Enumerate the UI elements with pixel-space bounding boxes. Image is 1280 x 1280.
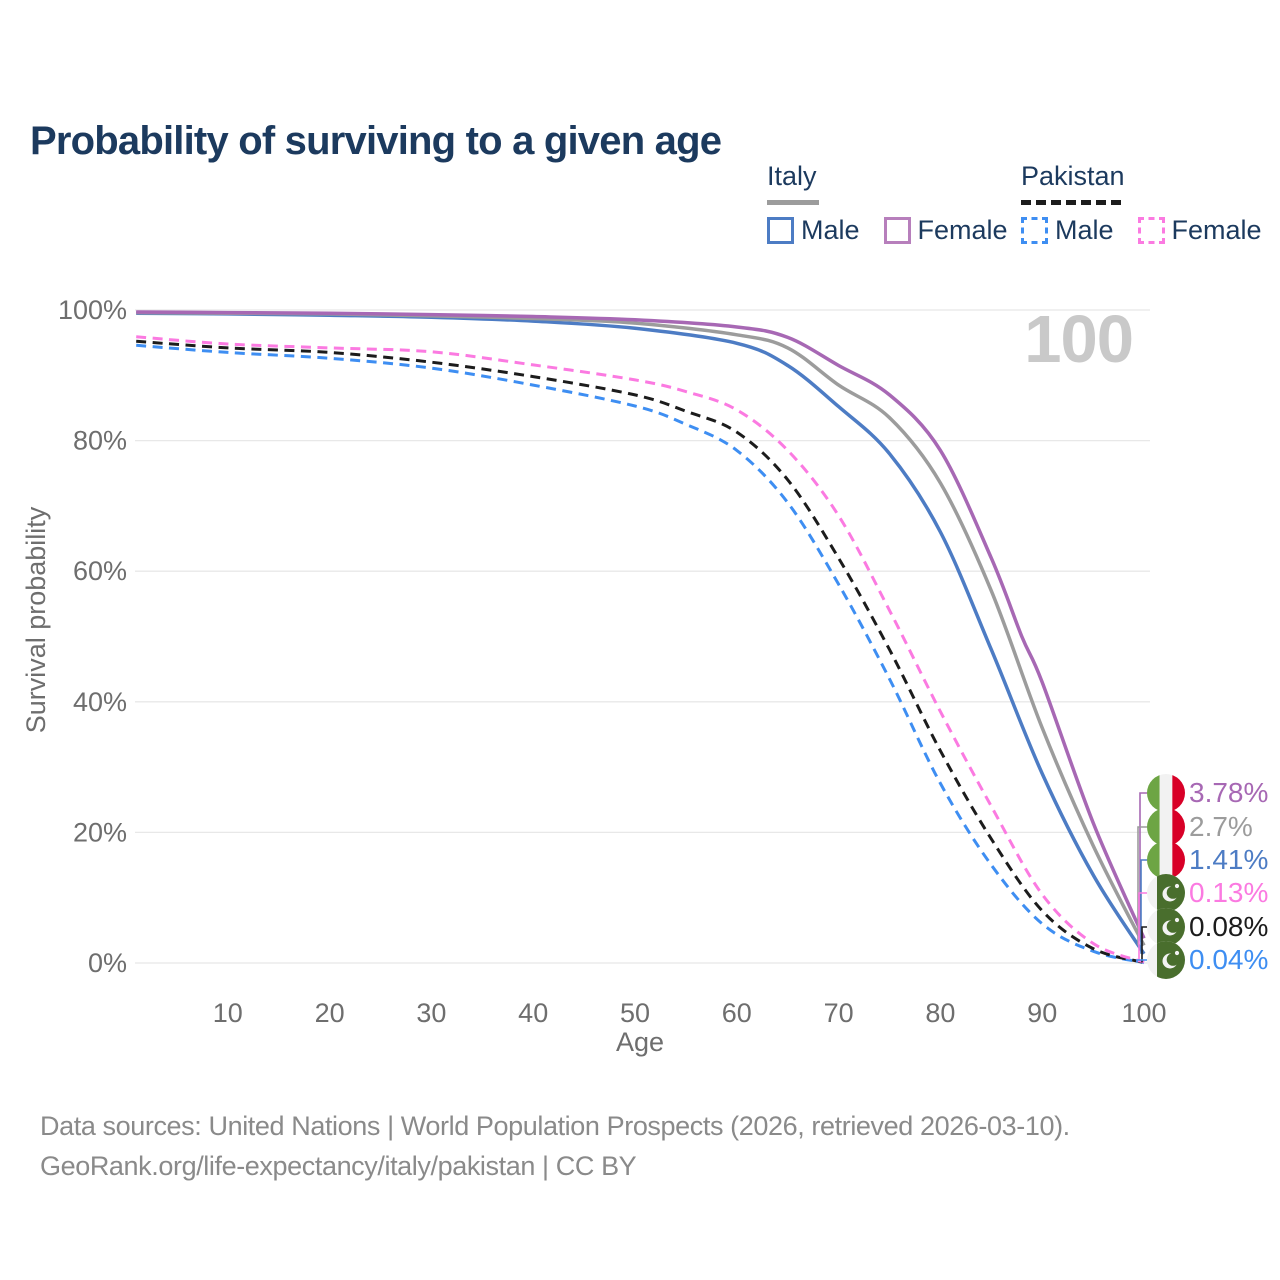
age-counter-watermark: 100 xyxy=(1024,302,1134,377)
legend-label: Male xyxy=(1055,215,1114,245)
end-label-italy-female: 3.78% xyxy=(1139,774,1268,939)
x-axis-tick-label: 40 xyxy=(518,998,548,1028)
source-attribution: Data sources: United Nations | World Pop… xyxy=(40,1106,1240,1186)
x-axis-tick-label: 30 xyxy=(416,998,446,1028)
series-line-italy-male[interactable] xyxy=(136,311,1146,955)
legend-label: Female xyxy=(1171,215,1262,245)
pakistan-male-swatch-icon xyxy=(1021,217,1048,244)
y-axis-tick-label: 0% xyxy=(88,948,127,978)
x-axis-tick-label: 90 xyxy=(1027,998,1057,1028)
series-line-pakistan-male[interactable] xyxy=(136,343,1145,965)
x-axis-tick-label: 70 xyxy=(824,998,854,1028)
series-line-italy-female[interactable] xyxy=(136,310,1146,940)
x-axis-tick-label: 50 xyxy=(620,998,650,1028)
y-axis-tick-label: 100% xyxy=(58,295,127,325)
legend-title-italy: Italy xyxy=(767,161,817,191)
page-title: Probability of surviving to a given age xyxy=(30,118,722,163)
legend-item-pakistan-male[interactable]: Male xyxy=(1021,215,1114,246)
end-label-pakistan-both-sexes: 0.08% xyxy=(1141,908,1268,963)
leader-line xyxy=(1139,792,1147,939)
leader-line xyxy=(1138,892,1147,963)
x-axis-title: Age xyxy=(616,1027,664,1057)
x-axis-tick-label: 10 xyxy=(213,998,243,1028)
series-line-pakistan-female[interactable] xyxy=(136,335,1145,964)
y-axis-title: Survival probability xyxy=(21,506,51,733)
x-axis-tick-label: 20 xyxy=(315,998,345,1028)
end-value-label: 1.41% xyxy=(1189,844,1268,875)
y-axis-tick-label: 20% xyxy=(73,817,127,847)
pakistan-dashed-line-sample xyxy=(1021,200,1121,205)
end-value-label: 0.08% xyxy=(1189,911,1268,942)
leader-line xyxy=(1136,959,1147,963)
italy-female-swatch-icon xyxy=(883,217,911,244)
series-line-pakistan-both-sexes[interactable] xyxy=(136,339,1145,964)
x-axis-tick-label: 60 xyxy=(722,998,752,1028)
pakistan-flag-icon xyxy=(1147,874,1185,912)
leader-line xyxy=(1141,926,1147,963)
leader-line xyxy=(1140,859,1147,954)
legend-item-pakistan-female[interactable]: Female xyxy=(1137,215,1262,246)
end-label-italy-male: 1.41% xyxy=(1140,841,1268,954)
end-value-label: 3.78% xyxy=(1189,777,1268,808)
legend-group-italy: Italy Male Female xyxy=(767,161,1008,246)
legend-title-pakistan: Pakistan xyxy=(1021,161,1125,191)
end-value-label: 0.04% xyxy=(1189,944,1268,975)
leader-line xyxy=(1137,826,1147,946)
legend-group-pakistan: Pakistan Male Female xyxy=(1021,161,1262,246)
legend-item-italy-male[interactable]: Male xyxy=(767,215,860,246)
legend-label: Male xyxy=(801,215,860,245)
series-line-italy-both-sexes[interactable] xyxy=(136,310,1146,947)
y-axis-tick-label: 40% xyxy=(73,687,127,717)
end-value-label: 0.13% xyxy=(1189,877,1268,908)
legend-item-italy-female[interactable]: Female xyxy=(883,215,1008,246)
x-axis-tick-label: 80 xyxy=(925,998,955,1028)
data-source-text: Data sources: United Nations | World Pop… xyxy=(40,1111,1070,1141)
pakistan-flag-icon xyxy=(1147,941,1185,979)
italy-flag-icon xyxy=(1147,774,1185,812)
italy-flag-icon xyxy=(1147,808,1185,846)
legend-label: Female xyxy=(917,215,1008,245)
italy-flag-icon xyxy=(1147,841,1185,879)
pakistan-flag-icon xyxy=(1147,908,1185,946)
y-axis-tick-label: 60% xyxy=(73,556,127,586)
italy-solid-line-sample xyxy=(767,200,819,205)
italy-male-swatch-icon xyxy=(767,217,794,244)
source-url-link[interactable]: GeoRank.org/life-expectancy/italy/pakist… xyxy=(40,1151,637,1181)
end-value-label: 2.7% xyxy=(1189,811,1253,842)
end-label-pakistan-male: 0.04% xyxy=(1136,941,1268,979)
y-axis-tick-label: 80% xyxy=(73,426,127,456)
x-axis-tick-label: 100 xyxy=(1121,998,1166,1028)
pakistan-female-swatch-icon xyxy=(1137,217,1165,244)
end-label-italy-both-sexes: 2.7% xyxy=(1137,808,1253,946)
